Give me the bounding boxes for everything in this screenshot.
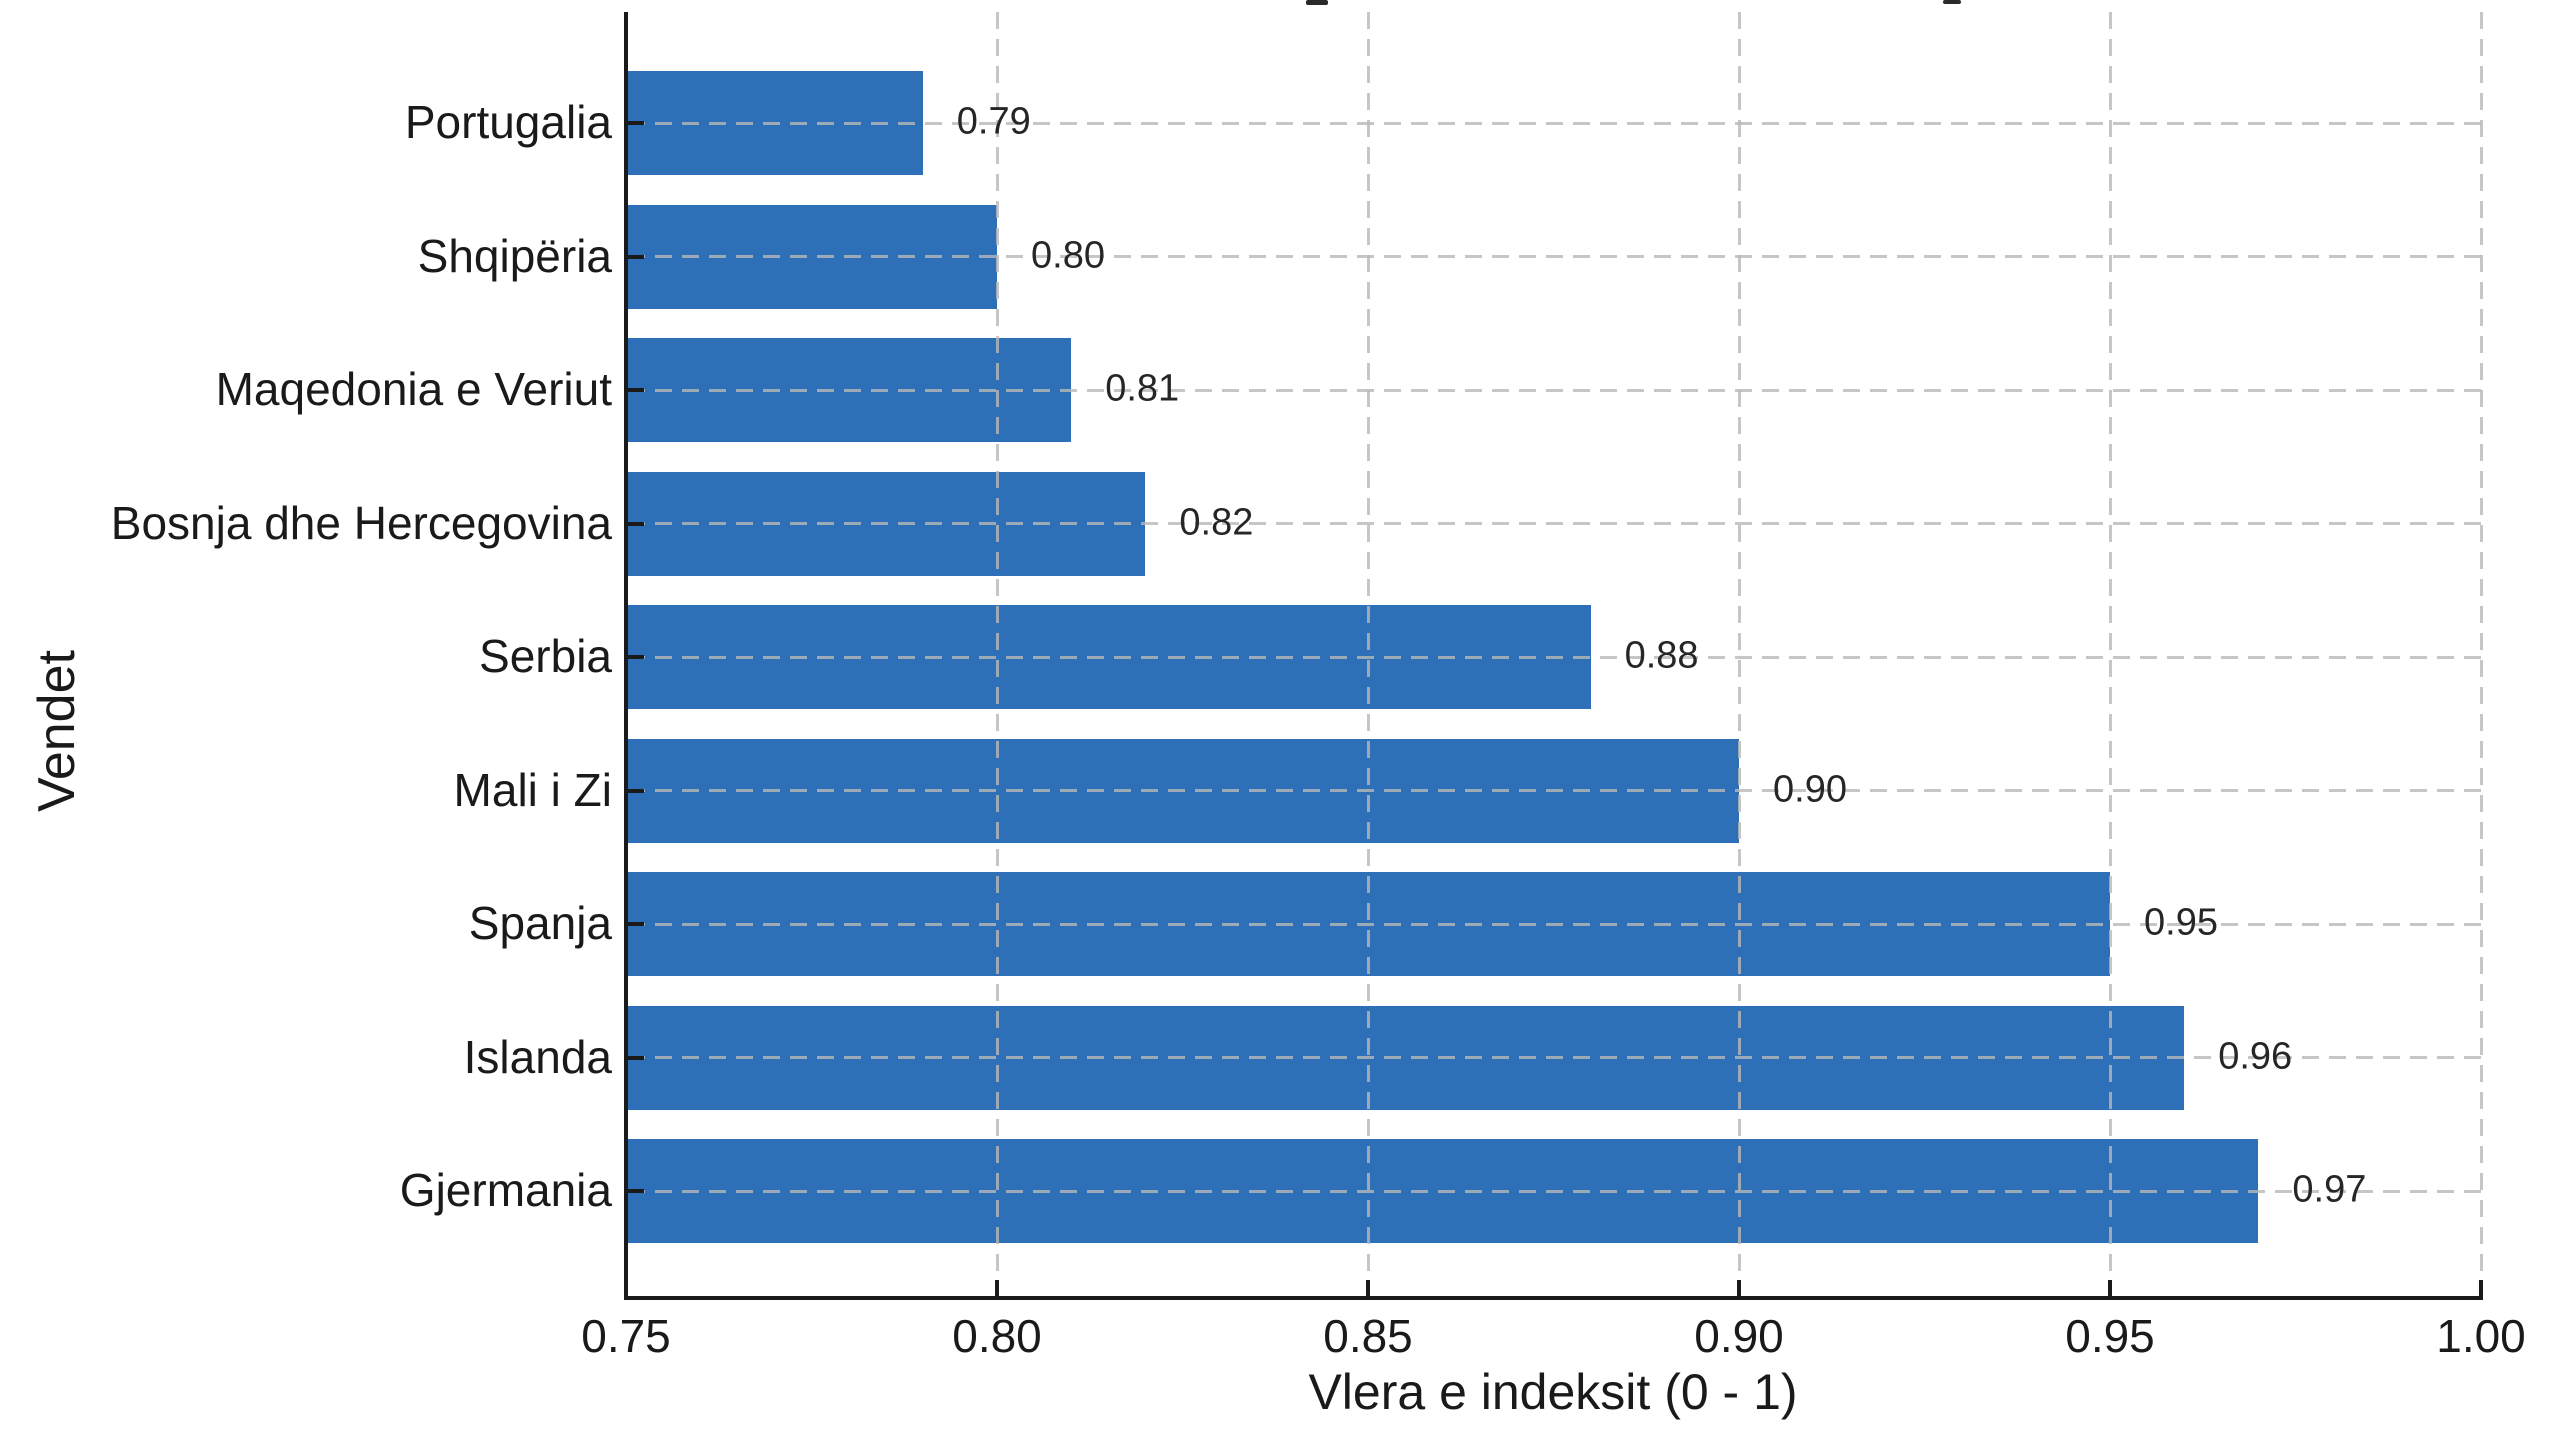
v-gridline xyxy=(2479,12,2483,1298)
value-label: 0.81 xyxy=(1105,367,1180,410)
category-label: Islanda xyxy=(463,1030,612,1083)
y-tick xyxy=(628,922,644,926)
y-tick xyxy=(628,254,644,259)
x-tick xyxy=(2108,1280,2112,1296)
category-label: Maqedonia e Veriut xyxy=(215,362,612,415)
clipped-title-fragment xyxy=(1306,0,1328,5)
x-axis-spine xyxy=(624,1296,2483,1300)
x-tick xyxy=(995,1280,999,1296)
h-gridline xyxy=(628,655,2481,659)
y-tick xyxy=(628,388,644,392)
x-tick-label: 0.95 xyxy=(2065,1310,2155,1362)
v-gridline xyxy=(2108,12,2112,1298)
h-gridline xyxy=(628,121,2481,125)
v-gridline xyxy=(1737,12,1741,1298)
value-label: 0.82 xyxy=(1179,501,1254,544)
h-gridline xyxy=(628,922,2481,926)
v-gridline xyxy=(1366,12,1370,1298)
h-gridline xyxy=(628,255,2481,258)
value-label: 0.96 xyxy=(2218,1035,2293,1078)
x-tick-label: 0.85 xyxy=(1323,1310,1413,1362)
h-gridline xyxy=(628,522,2481,525)
h-gridline xyxy=(628,1056,2481,1059)
category-label: Spanja xyxy=(468,896,612,949)
h-gridline xyxy=(628,1189,2481,1193)
y-tick xyxy=(628,121,644,125)
value-label: 0.80 xyxy=(1031,234,1105,277)
h-gridline xyxy=(628,388,2481,392)
x-axis-title: Vlera e indeksit (0 - 1) xyxy=(1308,1364,1798,1420)
y-tick xyxy=(628,788,644,793)
y-tick xyxy=(628,655,644,659)
category-label: Portugalia xyxy=(404,95,612,148)
x-tick-label: 0.80 xyxy=(952,1310,1042,1362)
category-label: Serbia xyxy=(479,629,612,682)
x-tick-label: 0.75 xyxy=(581,1310,671,1362)
y-tick xyxy=(628,1189,644,1193)
y-tick xyxy=(628,521,644,526)
h-gridline xyxy=(628,789,2481,792)
v-gridline xyxy=(995,12,999,1298)
value-label: 0.95 xyxy=(2144,901,2218,944)
x-tick-label: 1.00 xyxy=(2436,1310,2526,1362)
value-label: 0.88 xyxy=(1624,634,1699,677)
x-tick xyxy=(2479,1280,2483,1296)
value-label: 0.97 xyxy=(2292,1168,2367,1211)
category-label: Shqipëria xyxy=(417,229,612,282)
x-tick xyxy=(1737,1280,1741,1296)
y-axis-spine xyxy=(624,12,628,1300)
category-label: Mali i Zi xyxy=(453,763,612,816)
category-label: Gjermania xyxy=(399,1163,612,1216)
value-label: 0.90 xyxy=(1773,768,1847,811)
clipped-title-fragment xyxy=(1943,0,1961,4)
value-label: 0.79 xyxy=(956,100,1031,143)
x-tick-label: 0.90 xyxy=(1694,1310,1784,1362)
category-label: Bosnja dhe Hercegovina xyxy=(110,496,612,549)
y-axis-title: Vendet xyxy=(28,650,86,812)
y-tick xyxy=(628,1055,644,1060)
x-tick xyxy=(1366,1280,1370,1296)
